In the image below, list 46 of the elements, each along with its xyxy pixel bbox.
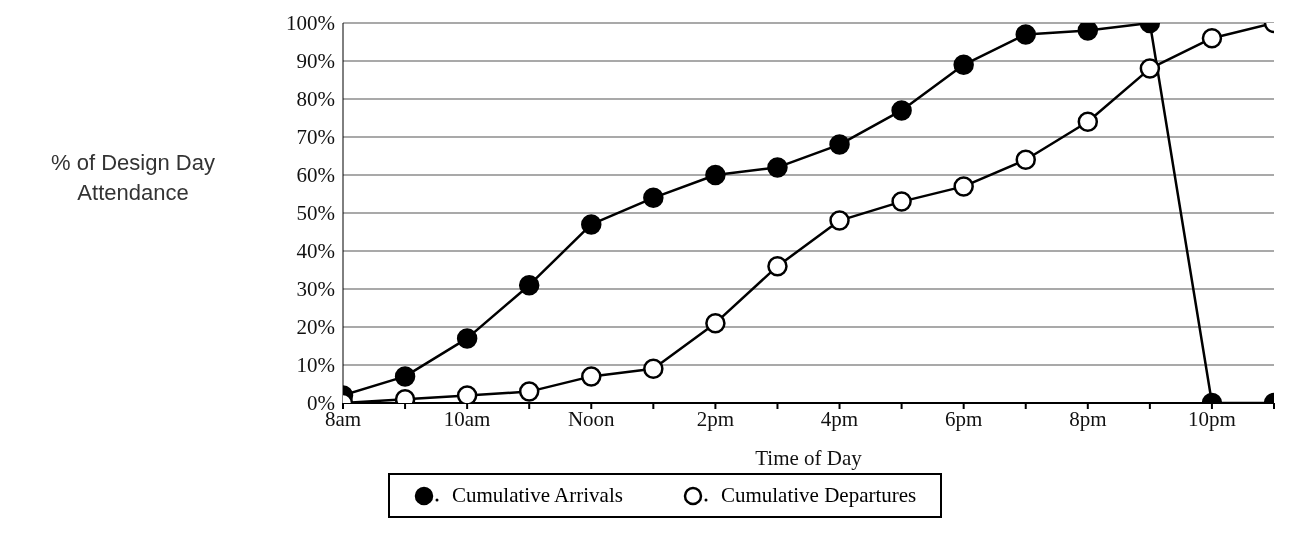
y-tick-label: 10% bbox=[296, 353, 335, 378]
x-tick-label: 2pm bbox=[696, 406, 735, 431]
point bbox=[1077, 23, 1099, 41]
point bbox=[518, 274, 540, 296]
point bbox=[643, 187, 664, 209]
point bbox=[581, 214, 602, 235]
y-tick-label: 60% bbox=[296, 163, 335, 188]
point bbox=[1139, 58, 1161, 79]
y-axis-title: % of Design Day Attendance bbox=[50, 149, 216, 207]
point bbox=[456, 385, 478, 403]
point bbox=[829, 210, 850, 231]
point bbox=[767, 157, 788, 178]
y-tick-label: 30% bbox=[296, 277, 335, 302]
y-tick-label: 50% bbox=[296, 201, 335, 226]
y-tick-label: 20% bbox=[296, 315, 335, 340]
point bbox=[518, 381, 540, 402]
y-tick-label: 90% bbox=[296, 49, 335, 74]
point bbox=[1015, 149, 1036, 171]
point bbox=[394, 366, 416, 387]
point bbox=[1015, 24, 1036, 45]
legend-label: Cumulative Departures bbox=[719, 483, 917, 508]
point bbox=[953, 176, 974, 197]
x-tick-label: 6pm bbox=[944, 406, 983, 431]
y-tick-label: 40% bbox=[296, 239, 335, 264]
point bbox=[953, 54, 974, 76]
x-tick-label: 10am bbox=[443, 406, 491, 431]
point bbox=[705, 312, 726, 334]
point bbox=[829, 134, 850, 155]
point bbox=[456, 328, 478, 349]
y-tick-label: 70% bbox=[296, 125, 335, 150]
point bbox=[891, 100, 912, 121]
y-tick-label: 100% bbox=[286, 11, 335, 36]
y-tick-label: 80% bbox=[296, 87, 335, 112]
point bbox=[705, 164, 726, 186]
point bbox=[767, 255, 788, 277]
legend-label: Cumulative Arrivals bbox=[451, 483, 623, 508]
x-tick-label: 10pm bbox=[1188, 406, 1236, 431]
x-tick-label: Noon bbox=[567, 406, 616, 431]
x-tick-label: 8pm bbox=[1069, 406, 1107, 431]
x-axis-title: Time of Day bbox=[755, 446, 863, 470]
point bbox=[581, 366, 602, 387]
point bbox=[643, 358, 664, 380]
point bbox=[1077, 111, 1099, 133]
x-tick-label: 4pm bbox=[820, 406, 859, 431]
point bbox=[1201, 27, 1223, 49]
point bbox=[891, 191, 912, 212]
